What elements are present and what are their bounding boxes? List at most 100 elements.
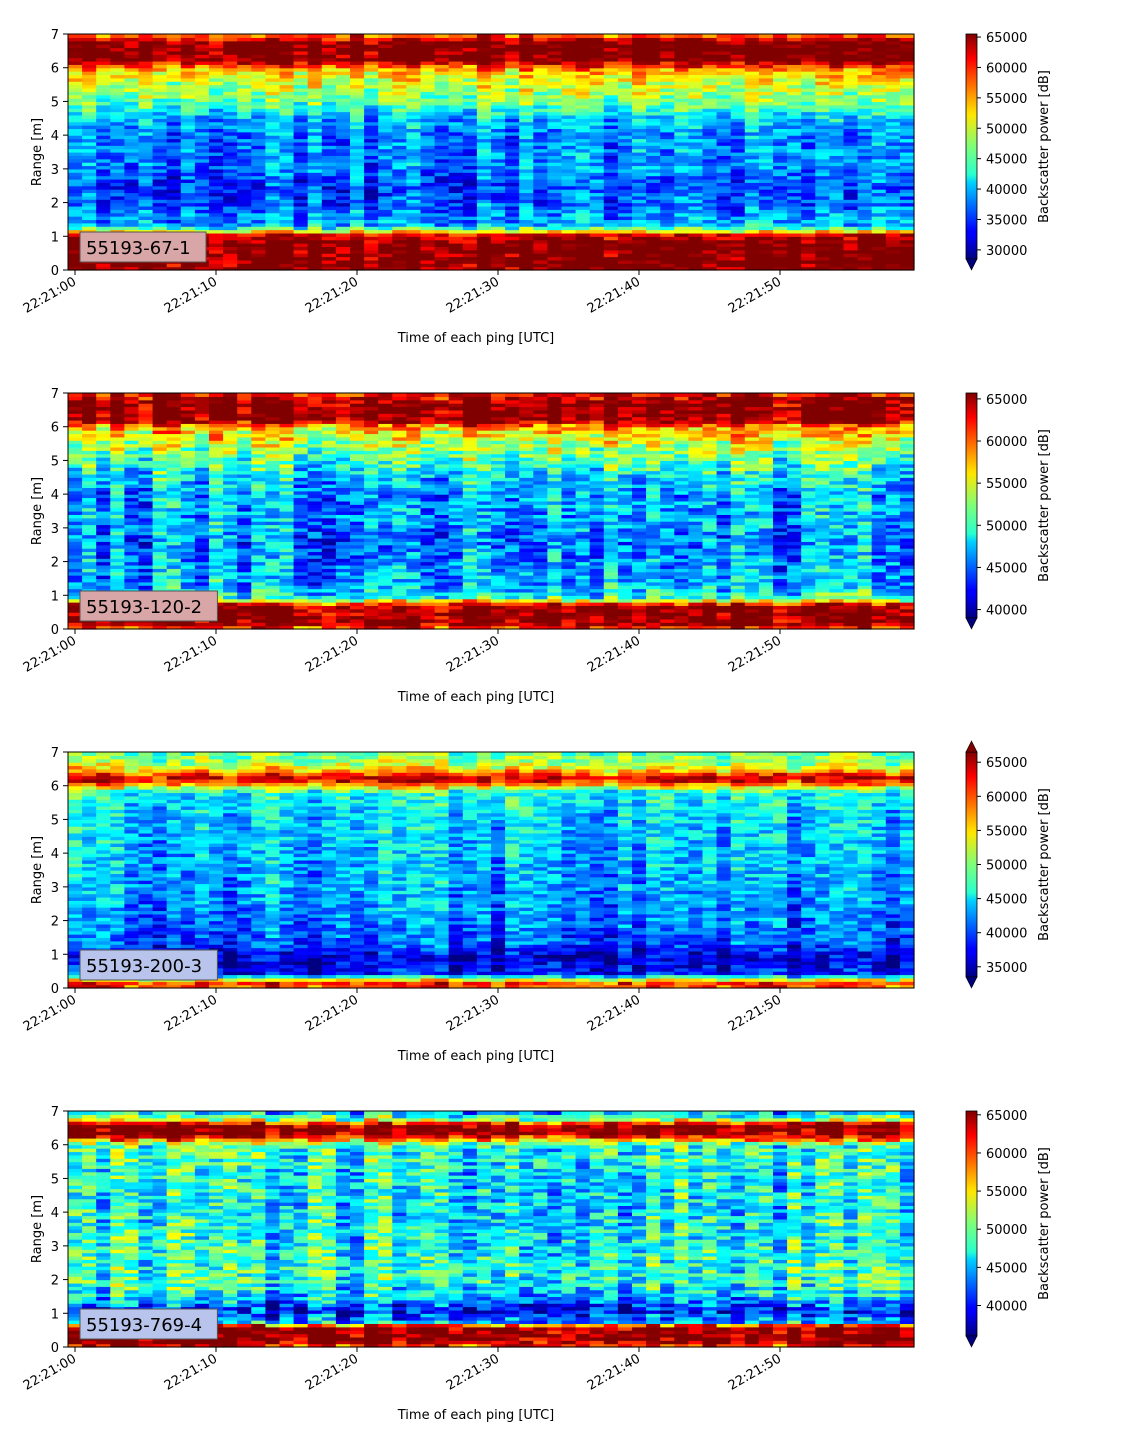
heatmap-cell	[547, 205, 563, 210]
heatmap-cell	[491, 158, 506, 163]
heatmap-cell	[857, 118, 873, 123]
heatmap-cell	[632, 266, 647, 271]
heatmap-cell	[124, 98, 140, 103]
heatmap-cell	[787, 189, 802, 194]
heatmap-cell	[378, 44, 393, 49]
heatmap-cell	[138, 121, 154, 126]
heatmap-cell	[251, 84, 266, 89]
heatmap-cell	[617, 266, 633, 271]
heatmap-cell	[646, 77, 661, 82]
heatmap-cell	[491, 128, 506, 133]
heatmap-cell	[82, 477, 97, 482]
heatmap-cell	[462, 256, 478, 261]
heatmap-cell	[716, 67, 732, 72]
heatmap-cell	[632, 205, 647, 210]
heatmap-cell	[632, 77, 647, 82]
heatmap-cell	[589, 205, 605, 210]
heatmap-cell	[82, 168, 97, 173]
heatmap-cell	[491, 111, 506, 116]
heatmap-cell	[603, 40, 619, 45]
heatmap-cell	[603, 162, 619, 167]
heatmap-cell	[350, 138, 365, 143]
heatmap-cell	[533, 67, 548, 72]
heatmap-cell	[632, 67, 647, 72]
heatmap-cell	[519, 50, 534, 55]
heatmap-cell	[223, 148, 238, 153]
heatmap-cell	[702, 266, 718, 271]
heatmap-cell	[702, 44, 718, 49]
colorbar-tick-label: 65000	[986, 31, 1027, 46]
heatmap-cell	[674, 175, 689, 180]
heatmap-cell	[251, 54, 266, 59]
heatmap-cell	[321, 125, 337, 129]
heatmap-cell	[406, 243, 422, 247]
heatmap-cell	[533, 84, 548, 89]
heatmap-cell	[617, 37, 633, 42]
heatmap-cell	[378, 138, 393, 143]
heatmap-cell	[519, 145, 534, 150]
heatmap-cell	[293, 91, 309, 96]
heatmap-cell	[335, 162, 351, 167]
heatmap-cell	[589, 168, 605, 173]
heatmap-cell	[660, 50, 675, 55]
heatmap-cell	[660, 71, 675, 76]
heatmap-cell	[561, 246, 577, 251]
heatmap-cell	[223, 111, 238, 116]
heatmap-cell	[476, 138, 492, 143]
heatmap-cell	[744, 47, 760, 52]
heatmap-cell	[702, 209, 718, 214]
heatmap-cell	[434, 40, 450, 45]
heatmap-cell	[364, 44, 379, 49]
heatmap-cell	[617, 236, 633, 241]
heatmap-cell	[688, 94, 704, 99]
heatmap-cell	[434, 44, 450, 49]
heatmap-cell	[885, 141, 901, 146]
heatmap-cell	[519, 178, 534, 183]
heatmap-cell	[335, 219, 351, 224]
heatmap-cell	[307, 178, 323, 183]
heatmap-cell	[209, 259, 224, 264]
heatmap-cell	[237, 152, 252, 156]
heatmap-cell	[617, 178, 633, 183]
heatmap-cell	[350, 57, 365, 62]
heatmap-cell	[476, 189, 492, 194]
heatmap-cell	[674, 141, 689, 146]
heatmap-cell	[293, 67, 309, 72]
heatmap-cell	[575, 266, 591, 271]
heatmap-cell	[321, 71, 337, 76]
heatmap-cell	[152, 44, 168, 49]
heatmap-cell	[138, 128, 154, 133]
heatmap-cell	[209, 98, 224, 103]
heatmap-cell	[462, 108, 478, 113]
heatmap-cell	[194, 108, 210, 113]
heatmap-cell	[293, 74, 309, 79]
heatmap-cell	[194, 104, 210, 109]
heatmap-cell	[82, 98, 97, 103]
heatmap-cell	[561, 192, 577, 197]
heatmap-cell	[462, 243, 478, 247]
heatmap-cell	[632, 263, 647, 268]
heatmap-cell	[716, 118, 732, 123]
heatmap-cell	[589, 40, 605, 45]
heatmap-cell	[265, 77, 281, 82]
heatmap-cell	[561, 199, 577, 204]
heatmap-cell	[519, 125, 534, 129]
heatmap-cell	[575, 131, 591, 136]
heatmap-cell	[646, 168, 661, 173]
heatmap-cell	[265, 67, 281, 72]
heatmap-cell	[448, 111, 464, 116]
heatmap-cell	[702, 125, 718, 129]
heatmap-cell	[575, 98, 591, 103]
heatmap-cell	[279, 155, 295, 160]
heatmap-cell	[96, 178, 111, 183]
heatmap-cell	[533, 125, 548, 129]
heatmap-cell	[138, 500, 154, 505]
heatmap-cell	[632, 128, 647, 133]
heatmap-cell	[491, 77, 506, 82]
heatmap-cell	[378, 158, 393, 163]
heatmap-cell	[335, 239, 351, 244]
heatmap-cell	[815, 212, 830, 217]
heatmap-cell	[68, 393, 83, 397]
heatmap-cell	[237, 165, 252, 170]
heatmap-cell	[293, 108, 309, 113]
